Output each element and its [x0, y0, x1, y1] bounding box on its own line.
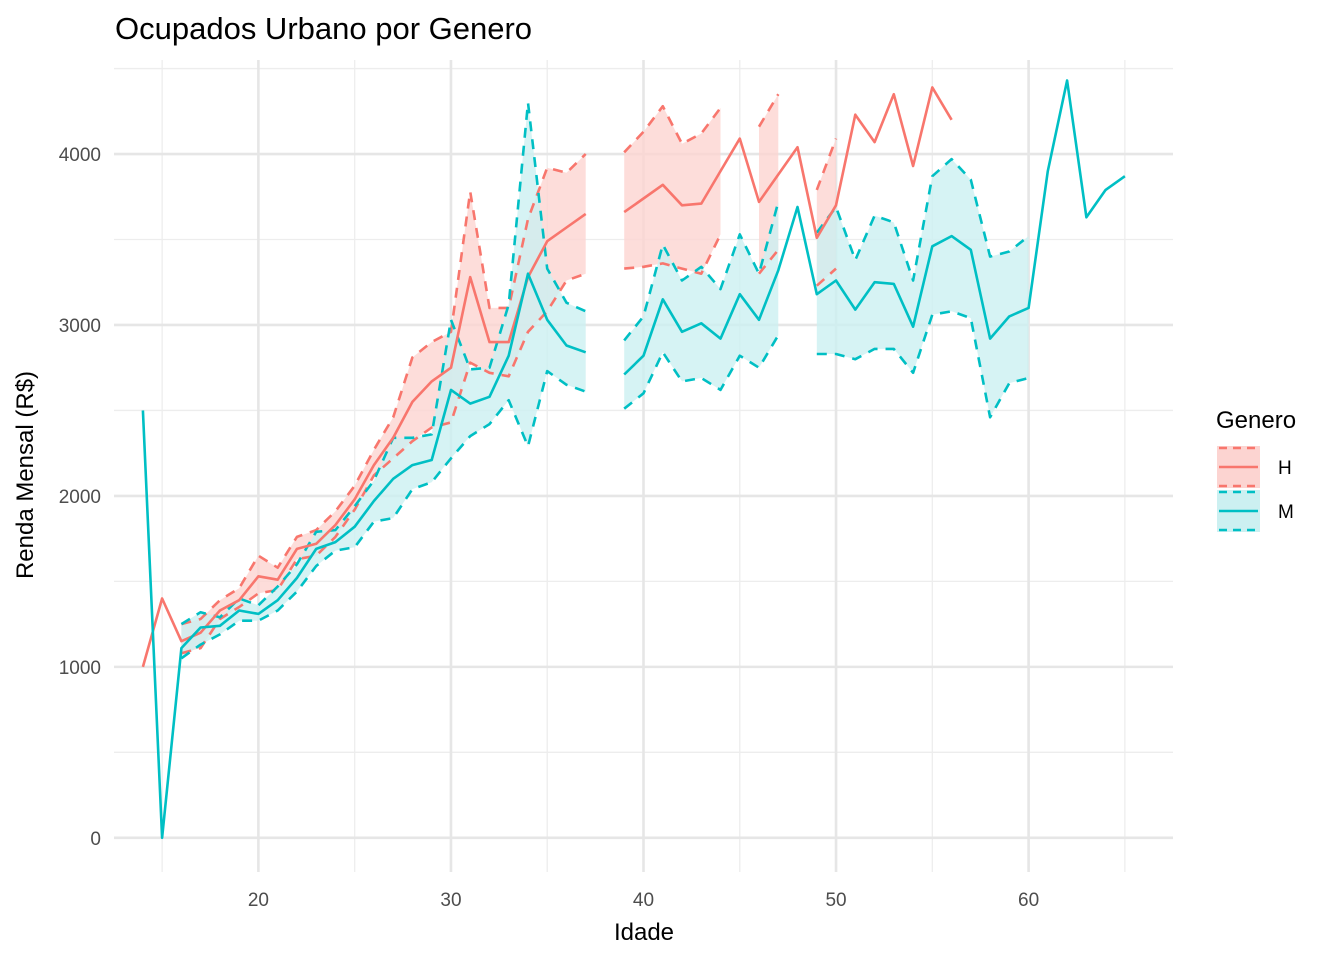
upper-bound-h: [757, 93, 780, 128]
legend-title: Genero: [1216, 407, 1296, 434]
y-axis-title: Renda Mensal (R$): [12, 371, 39, 579]
lower-bound-h: [815, 267, 837, 287]
y-tick-label: 2000: [59, 487, 101, 508]
ribbon-h: [181, 154, 586, 654]
legend-label-m: M: [1278, 502, 1294, 523]
y-tick-labels: 0 1000 2000 3000 4000: [59, 145, 101, 850]
upper-bound-h: [815, 138, 838, 191]
series-line-m: [623, 79, 1126, 376]
series-line-h: [141, 212, 587, 668]
legend-item-m: M: [1217, 490, 1294, 532]
upper-bound-h: [181, 153, 587, 626]
legend-label-h: H: [1278, 458, 1292, 479]
x-tick-label: 40: [633, 890, 654, 911]
legend: Genero H M: [1216, 407, 1296, 532]
lower-bound-m: [623, 334, 780, 410]
y-tick-label: 3000: [59, 316, 101, 337]
lower-bound-h: [757, 248, 780, 275]
lower-bound-m: [180, 369, 587, 660]
y-tick-label: 4000: [59, 145, 101, 166]
series-line-m: [141, 272, 587, 840]
upper-bound-m: [180, 101, 587, 626]
lower-bound-h: [181, 272, 587, 655]
x-tick-labels: 20 30 40 50 60: [248, 890, 1039, 911]
legend-item-h: H: [1217, 446, 1292, 488]
chart-title: Ocupados Urbano por Genero: [115, 11, 532, 46]
ribbon-h: [624, 106, 721, 274]
x-tick-label: 20: [248, 890, 269, 911]
series-line-h: [623, 86, 953, 240]
x-tick-label: 30: [440, 890, 461, 911]
y-tick-label: 0: [90, 829, 101, 850]
x-axis-title: Idade: [614, 919, 674, 946]
upper-bound-m: [815, 157, 1030, 282]
series-lines: [141, 79, 1126, 840]
y-tick-label: 1000: [59, 658, 101, 679]
ribbon-m: [181, 102, 586, 659]
x-tick-label: 50: [825, 890, 846, 911]
confidence-bounds: [180, 93, 1030, 660]
upper-bound-m: [623, 201, 780, 342]
x-tick-label: 60: [1018, 890, 1039, 911]
ribbon-m: [624, 201, 779, 409]
upper-bound-h: [623, 104, 722, 154]
